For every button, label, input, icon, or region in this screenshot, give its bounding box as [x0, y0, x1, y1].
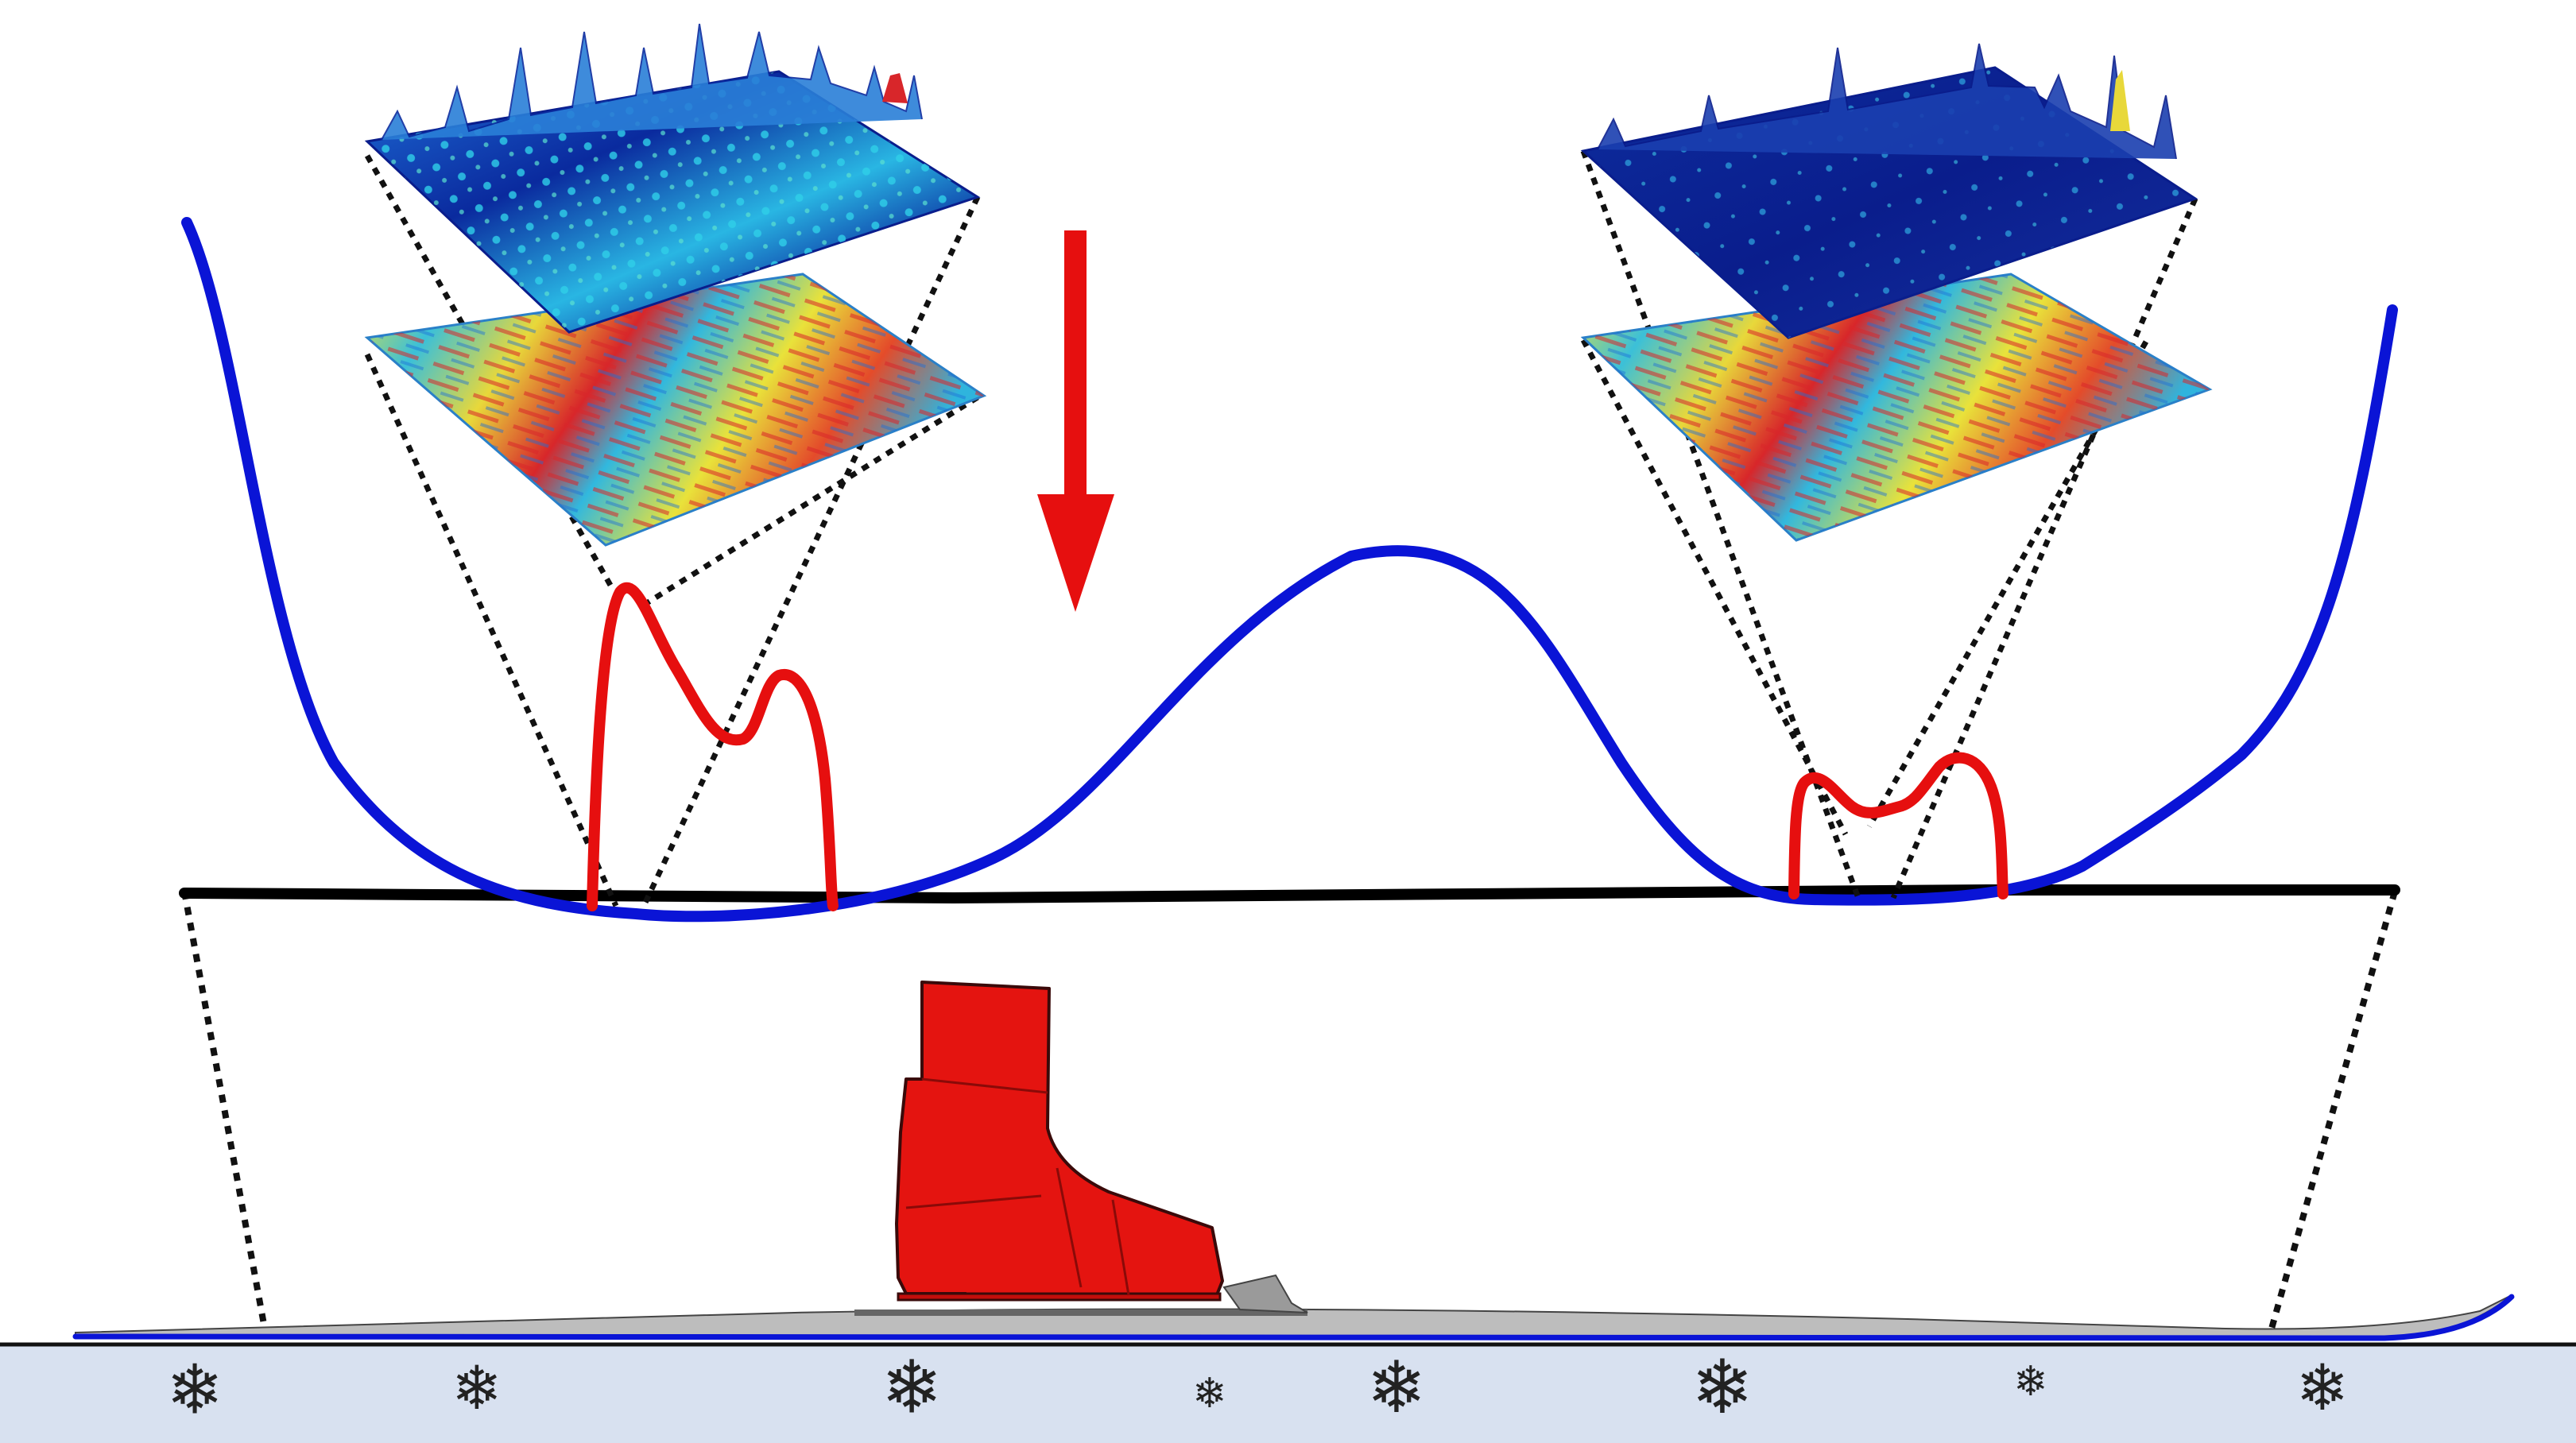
binding-toe-piece — [1222, 1274, 1308, 1313]
right-top-surface-hot-peak — [2110, 70, 2130, 131]
ski-base-edge — [72, 1294, 2515, 1341]
ski-camber-curve — [181, 217, 2398, 923]
snowflake-icon: ❄ — [881, 1344, 942, 1429]
snowflake-icon: ❄ — [1691, 1344, 1754, 1431]
projection-line — [364, 353, 619, 907]
boot-shape — [895, 981, 1224, 1300]
snowflake-icon: ❄ — [451, 1352, 502, 1423]
arrow-head — [1037, 494, 1114, 612]
projection-line — [641, 195, 981, 907]
ski-boot-icon — [895, 981, 1224, 1302]
snow-fill — [0, 1344, 2576, 1443]
snowflakes: ❄ ❄ ❄ ❄ ❄ ❄ ❄ ❄ — [166, 1344, 2349, 1431]
snowflake-icon: ❄ — [1192, 1370, 1227, 1418]
binding — [854, 1310, 1307, 1316]
arrow-shaft — [1064, 230, 1087, 501]
left-top-surface-hot-peak — [882, 73, 908, 103]
snowflake-icon: ❄ — [2013, 1358, 2048, 1406]
left-bottom-surface-texture — [367, 274, 984, 545]
projection-line — [1890, 197, 2198, 899]
left-pressure-peak — [587, 582, 839, 911]
right-surface-pair — [1580, 43, 2213, 899]
left-top-surface-texture — [367, 72, 978, 332]
ski — [72, 1274, 2515, 1341]
left-surface-pair — [364, 23, 987, 907]
boot-sole — [897, 1292, 1222, 1302]
red-down-arrow-icon — [1037, 230, 1114, 612]
base-line — [179, 884, 2400, 904]
snow-ground — [0, 1342, 2576, 1443]
right-bottom-surface-texture — [1583, 274, 2210, 540]
boot-cuff-line — [905, 1077, 1130, 1296]
right-pressure-peak — [1788, 752, 2009, 899]
left-base-projection — [181, 891, 268, 1329]
snowflake-icon: ❄ — [2295, 1351, 2349, 1425]
right-base-projection — [2268, 890, 2398, 1330]
snowflake-icon: ❄ — [166, 1350, 223, 1429]
ski-body — [75, 1294, 2512, 1339]
base-projection-lines — [181, 890, 2398, 1330]
left-top-surface-peaks — [381, 23, 923, 141]
snowflake-icon: ❄ — [1366, 1346, 1426, 1429]
